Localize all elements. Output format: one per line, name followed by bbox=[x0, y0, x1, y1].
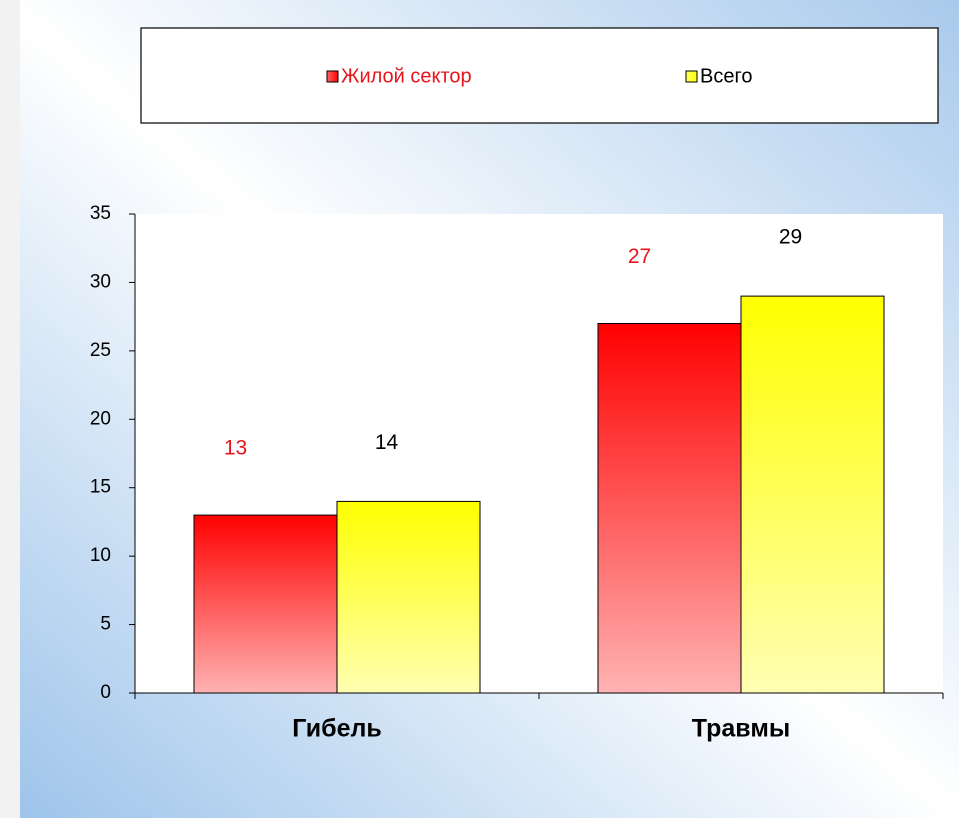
value-label: 29 bbox=[779, 226, 802, 249]
y-tick-label: 15 bbox=[90, 477, 111, 498]
value-label: 13 bbox=[224, 437, 247, 460]
y-tick-label: 20 bbox=[90, 408, 111, 429]
left-edge bbox=[0, 0, 20, 818]
legend-swatch bbox=[326, 70, 339, 83]
legend-label: Жилой сектор bbox=[341, 65, 472, 87]
x-tick-label: Гибель bbox=[292, 715, 382, 743]
value-label: 27 bbox=[628, 245, 651, 268]
bar bbox=[740, 295, 885, 694]
bar bbox=[597, 322, 742, 694]
y-tick-label: 35 bbox=[90, 203, 111, 224]
bar bbox=[336, 500, 481, 694]
y-tick-label: 10 bbox=[90, 545, 111, 566]
legend-label: Всего bbox=[700, 65, 752, 87]
y-tick-label: 0 bbox=[100, 682, 111, 703]
y-tick-label: 25 bbox=[90, 340, 111, 361]
legend-box bbox=[140, 27, 939, 124]
legend-swatch bbox=[685, 70, 698, 83]
bar bbox=[193, 514, 338, 694]
y-tick-label: 30 bbox=[90, 271, 111, 292]
value-label: 14 bbox=[375, 431, 399, 454]
x-tick-label: Травмы bbox=[692, 715, 790, 743]
y-tick-label: 5 bbox=[100, 614, 111, 635]
